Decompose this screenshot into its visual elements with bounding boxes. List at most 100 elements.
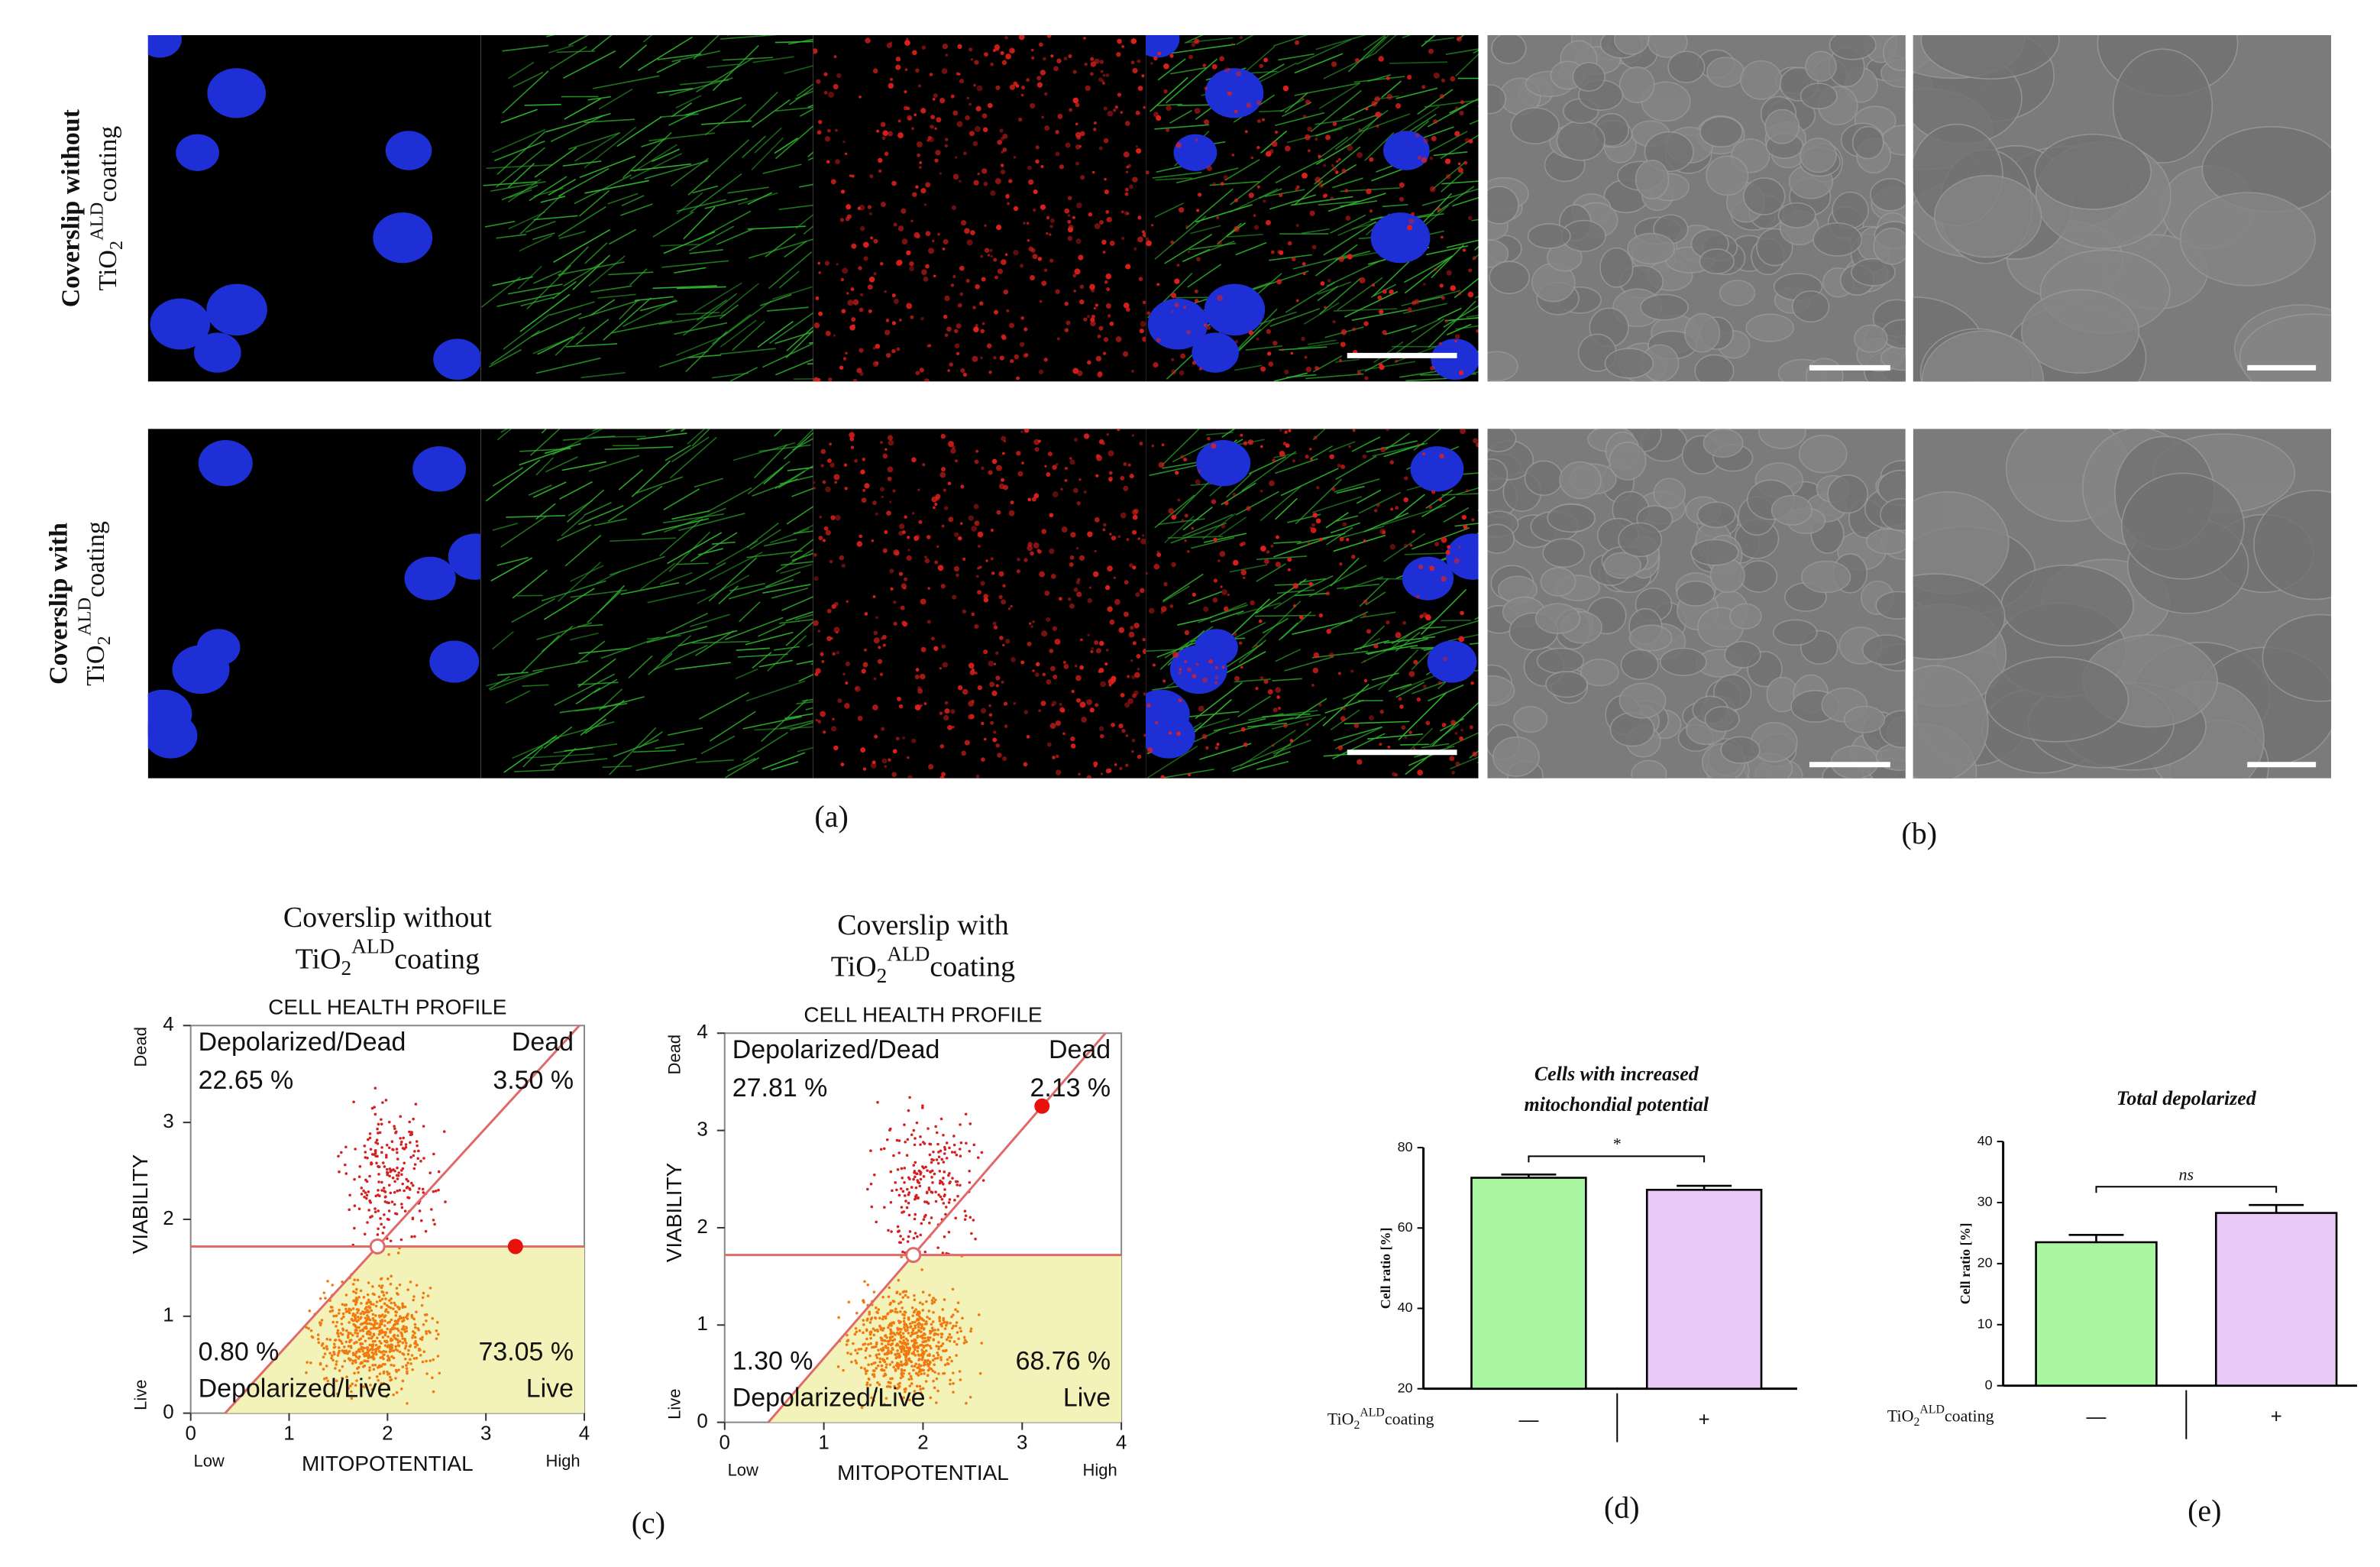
mito-dot: [1408, 671, 1415, 678]
event-dot: [377, 1173, 380, 1176]
mito-dot: [1131, 738, 1136, 743]
event-dot: [904, 1141, 907, 1144]
actin-fiber: [661, 635, 692, 662]
actin-fiber: [1359, 113, 1411, 133]
event-dot: [908, 1230, 912, 1233]
mito-dot: [1030, 551, 1034, 556]
y-tick-label: 20: [1977, 1255, 1993, 1271]
mito-dot: [1171, 369, 1177, 375]
event-dot: [919, 1353, 923, 1357]
mito-dot: [1382, 289, 1387, 294]
mito-dot: [833, 334, 836, 337]
event-dot: [372, 1352, 376, 1355]
event-dot: [384, 1350, 388, 1354]
event-dot: [396, 1319, 400, 1323]
actin-fiber: [556, 524, 592, 542]
mito-dot: [1169, 604, 1174, 608]
mito-dot: [1071, 689, 1075, 694]
mito-dot: [885, 319, 890, 322]
mito-dot: [1100, 733, 1104, 739]
event-dot: [371, 1292, 375, 1296]
actin-fiber: [1340, 251, 1382, 260]
mito-dot: [1386, 620, 1390, 625]
mito-dot: [882, 130, 888, 137]
event-dot: [901, 1296, 905, 1299]
mito-dot: [1158, 461, 1165, 468]
actin-fiber: [1311, 496, 1363, 513]
mito-dot: [1416, 443, 1421, 447]
actin-fiber: [519, 446, 571, 466]
mito-dot: [1152, 663, 1156, 667]
mito-dot: [1049, 548, 1055, 555]
event-dot: [897, 1302, 901, 1306]
event-dot: [368, 1174, 371, 1178]
mito-dot: [1007, 607, 1011, 610]
mito-dot: [973, 180, 979, 186]
actin-fiber: [1443, 305, 1479, 328]
mito-dot: [902, 736, 905, 740]
event-dot: [383, 1314, 387, 1317]
mito-dot: [1001, 599, 1007, 605]
actin-fiber: [1332, 733, 1386, 759]
actin-fiber: [676, 199, 726, 212]
event-dot: [372, 1303, 375, 1306]
event-dot: [403, 1319, 406, 1322]
nucleus: [448, 533, 481, 580]
actin-fiber: [779, 563, 813, 575]
mito-dot: [879, 487, 885, 492]
event-dot: [391, 1176, 395, 1180]
actin-fiber: [1335, 515, 1359, 523]
event-dot: [857, 1348, 861, 1351]
mito-dot: [914, 704, 921, 711]
event-dot: [436, 1332, 440, 1336]
mito-dot: [1163, 581, 1168, 587]
event-dot: [385, 1144, 389, 1147]
event-dot: [937, 1345, 941, 1348]
mito-dot: [1194, 38, 1200, 44]
mito-dot: [1386, 76, 1390, 80]
mito-dot: [1037, 257, 1043, 261]
mito-dot: [1075, 580, 1080, 584]
mito-dot: [833, 55, 837, 59]
mito-dot: [957, 536, 962, 541]
mito-dot: [1183, 306, 1187, 309]
mito-dot: [1142, 300, 1146, 305]
nucleus: [1410, 446, 1464, 492]
event-dot: [396, 1334, 399, 1338]
mito-dot: [1069, 562, 1074, 567]
mito-dot: [926, 138, 930, 142]
cell-outline: [1487, 84, 1507, 115]
event-dot: [897, 1332, 901, 1336]
event-dot: [933, 1363, 936, 1366]
mito-dot: [992, 49, 996, 52]
event-dot: [897, 1229, 901, 1232]
mito-dot: [983, 181, 988, 186]
mito-dot: [1422, 283, 1426, 286]
event-dot: [909, 1334, 913, 1338]
actin-fiber: [775, 125, 813, 160]
mito-dot: [911, 457, 917, 463]
event-dot: [959, 1326, 962, 1330]
mito-dot: [916, 234, 921, 239]
event-dot: [923, 1250, 927, 1254]
actin-fiber: [771, 286, 813, 300]
mito-dot: [990, 62, 994, 66]
actin-fiber: [1236, 34, 1255, 46]
event-dot: [401, 1304, 405, 1307]
actin-fiber: [1299, 578, 1326, 583]
event-dot: [906, 1138, 910, 1141]
event-dot: [412, 1357, 416, 1360]
event-dot: [904, 1310, 907, 1314]
actin-fiber: [1332, 177, 1363, 189]
event-dot: [866, 1283, 870, 1287]
mito-dot: [1103, 337, 1109, 342]
event-dot: [901, 1176, 904, 1180]
mito-dot: [1030, 48, 1034, 52]
actin-fiber: [762, 163, 802, 174]
actin-fiber: [1147, 745, 1198, 779]
mito-dot: [1192, 361, 1196, 365]
mito-dot: [1000, 163, 1004, 167]
event-dot: [432, 1358, 435, 1361]
actin-fiber: [1431, 161, 1466, 190]
mito-dot: [1034, 672, 1040, 678]
